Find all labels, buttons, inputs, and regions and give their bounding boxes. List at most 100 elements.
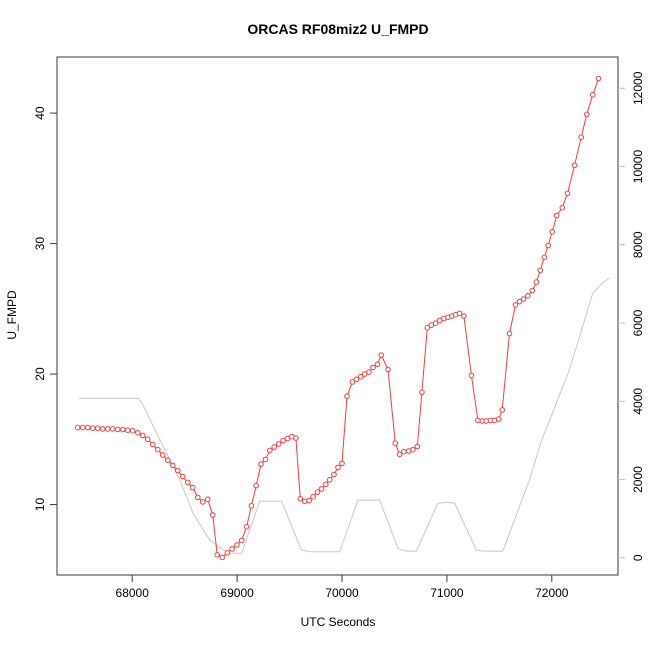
data-point-marker: [475, 417, 481, 424]
y2-tick-label: 6000: [631, 309, 645, 336]
data-point-marker: [545, 242, 552, 249]
series-u-fmpd-line: [77, 78, 599, 559]
x-tick-label: 68000: [116, 586, 150, 600]
y2-tick-label: 2000: [631, 466, 645, 493]
data-point-marker: [512, 302, 519, 308]
data-point-marker: [214, 552, 220, 558]
data-point-marker: [185, 479, 191, 486]
data-point-marker: [419, 389, 425, 396]
data-point-marker: [549, 229, 556, 235]
data-point-marker: [353, 376, 360, 383]
x-tick-label: 70000: [325, 586, 359, 600]
chart-title: ORCAS RF08miz2 U_FMPD: [247, 21, 429, 37]
data-point-marker: [224, 550, 231, 556]
x-tick-label: 69000: [220, 586, 254, 600]
data-point-marker: [109, 426, 116, 432]
y2-tick-label: 4000: [631, 388, 645, 415]
data-point-marker: [436, 317, 443, 324]
data-point-marker: [432, 320, 439, 327]
data-point-marker: [533, 279, 540, 285]
data-point-marker: [301, 498, 308, 505]
data-point-marker: [571, 162, 578, 169]
x-tick-label: 71000: [430, 586, 464, 600]
data-point-marker: [424, 324, 431, 331]
data-point-marker: [584, 111, 590, 118]
data-point-marker: [297, 495, 304, 502]
data-point-marker: [525, 293, 531, 299]
data-point-marker: [349, 379, 356, 385]
series-u-fmpd: [74, 75, 602, 561]
data-point-marker: [595, 75, 602, 82]
data-point-marker: [210, 512, 216, 518]
data-point-marker: [335, 464, 341, 471]
data-point-marker: [248, 503, 255, 509]
series-altitude-trace: [78, 277, 610, 554]
data-point-marker: [170, 462, 176, 469]
data-point-marker: [262, 456, 269, 463]
data-point-marker: [129, 428, 136, 434]
y2-tick-label: 10000: [631, 150, 645, 184]
data-point-marker: [339, 460, 345, 467]
data-point-marker: [537, 267, 544, 274]
data-point-marker: [155, 446, 161, 453]
data-point-marker: [564, 190, 571, 197]
data-point-marker: [229, 546, 235, 552]
data-point-marker: [578, 134, 585, 140]
data-point-marker: [331, 471, 337, 478]
y-tick-label: 40: [33, 106, 47, 120]
y-axis-right: 0 2000 4000 6000 8000 10000 12000: [618, 71, 645, 561]
data-point-marker: [499, 407, 506, 413]
data-point-marker: [357, 373, 364, 380]
data-point-marker: [461, 313, 467, 319]
data-point-marker: [306, 497, 312, 504]
y2-tick-label: 12000: [631, 71, 645, 105]
data-point-marker: [468, 372, 475, 379]
data-point-marker: [84, 424, 91, 431]
data-point-marker: [361, 371, 368, 377]
data-point-marker: [135, 430, 141, 436]
y-tick-label: 10: [33, 498, 47, 512]
data-point-marker: [520, 296, 527, 302]
data-point-marker: [396, 451, 403, 458]
data-point-marker: [456, 310, 463, 317]
x-axis-title: UTC Seconds: [300, 615, 376, 629]
data-point-marker: [392, 440, 399, 447]
data-point-marker: [310, 493, 316, 500]
data-point-marker: [99, 426, 106, 432]
data-point-marker: [271, 444, 278, 450]
data-point-marker: [553, 212, 560, 219]
plot-box: [56, 56, 619, 576]
data-point-marker: [378, 352, 385, 358]
data-point-marker: [139, 432, 146, 439]
data-point-marker: [243, 523, 250, 530]
data-point-marker: [174, 467, 181, 474]
data-point-marker: [541, 254, 548, 261]
data-point-marker: [275, 441, 282, 447]
x-tick-label: 72000: [535, 586, 569, 600]
data-point-marker: [318, 486, 325, 492]
data-point-marker: [326, 477, 333, 483]
data-point-marker: [529, 287, 536, 294]
data-point-marker: [323, 481, 329, 488]
data-point-marker: [105, 426, 111, 432]
data-point-marker: [219, 554, 225, 561]
y2-tick-label: 8000: [631, 231, 645, 258]
data-point-marker: [559, 204, 566, 211]
data-point-marker: [496, 416, 502, 422]
data-point-marker: [144, 436, 151, 443]
x-axis: 68000 69000 70000 71000 72000: [116, 575, 569, 600]
data-point-marker: [189, 484, 196, 491]
data-point-marker: [293, 435, 299, 441]
data-point-marker: [516, 298, 523, 305]
data-point-marker: [234, 542, 240, 548]
data-point-marker: [267, 447, 273, 454]
y2-tick-label: 0: [631, 554, 645, 561]
data-point-marker: [204, 496, 211, 503]
data-point-marker: [410, 446, 416, 453]
data-point-marker: [366, 369, 372, 375]
data-point-marker: [114, 426, 121, 433]
data-point-marker: [253, 482, 260, 489]
data-point-marker: [238, 537, 245, 544]
data-point-marker: [94, 425, 101, 432]
